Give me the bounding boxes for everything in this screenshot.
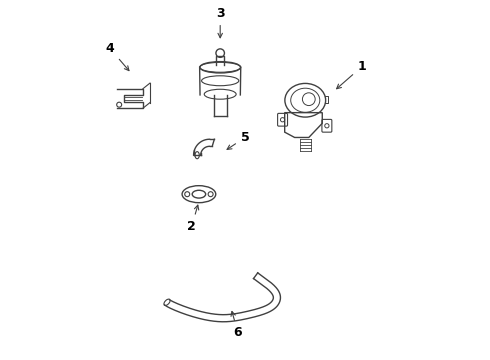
Text: 1: 1 (337, 60, 367, 89)
Text: 4: 4 (106, 42, 129, 71)
Text: 5: 5 (227, 131, 249, 149)
Text: 6: 6 (231, 311, 242, 339)
Text: 2: 2 (188, 205, 199, 233)
Text: 3: 3 (216, 7, 224, 38)
